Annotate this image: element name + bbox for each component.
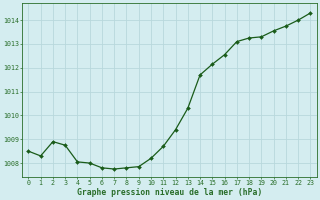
X-axis label: Graphe pression niveau de la mer (hPa): Graphe pression niveau de la mer (hPa) [77,188,262,197]
